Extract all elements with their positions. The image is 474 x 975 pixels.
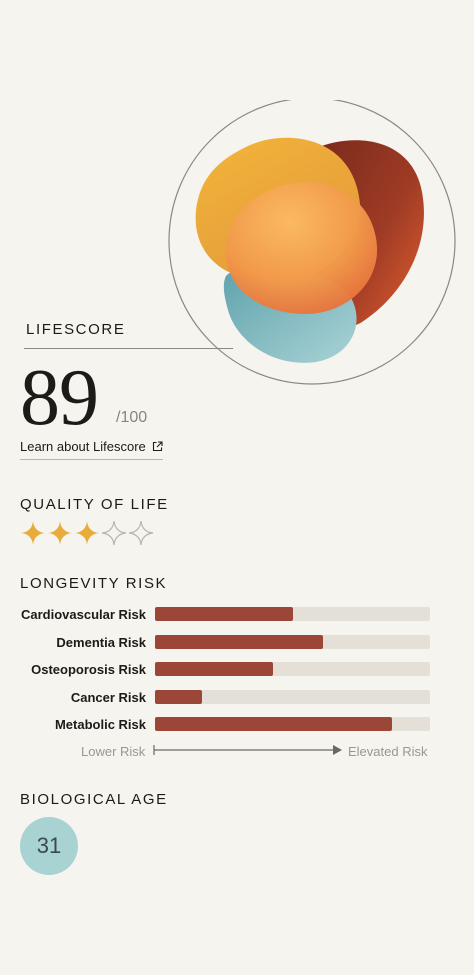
risk-bar-fill — [155, 607, 293, 621]
lifescore-orb — [168, 100, 456, 385]
risk-row: Osteoporosis Risk — [0, 662, 474, 678]
risk-label: Metabolic Risk — [54, 717, 146, 732]
risk-label: Cancer Risk — [70, 689, 146, 705]
lifescore-value: 89 — [20, 354, 99, 442]
scale-elevated-risk-label: Elevated Risk — [348, 744, 428, 759]
learn-link-label: Learn about Lifescore — [20, 439, 146, 454]
lifescore-divider — [24, 348, 233, 349]
star-filled-icon — [48, 521, 72, 545]
biological-age-value: 31 — [36, 833, 62, 858]
star-empty-icon — [128, 520, 154, 546]
risk-bar-track — [155, 607, 430, 621]
quality-of-life-rating — [20, 520, 154, 546]
risk-bar-track — [155, 717, 430, 731]
risk-row: Cardiovascular Risk — [0, 607, 474, 623]
biological-age-label: BIOLOGICAL AGE — [20, 791, 168, 808]
biological-age-badge: 31 — [20, 817, 78, 875]
star-filled-icon — [75, 521, 99, 545]
risk-bar-track — [155, 634, 430, 649]
lifescore-max: /100 — [116, 409, 148, 426]
risk-scale-arrow-icon — [153, 745, 342, 755]
risk-label: Cardiovascular Risk — [20, 607, 146, 622]
learn-about-lifescore-link[interactable]: Learn about Lifescore — [20, 439, 163, 460]
risk-bar-fill — [155, 689, 202, 704]
risk-bar-fill — [155, 717, 392, 731]
risk-row: Dementia Risk — [0, 634, 474, 651]
risk-bar-track — [155, 662, 430, 676]
star-empty-icon — [101, 520, 127, 546]
scale-lower-risk-label: Lower Risk — [81, 744, 146, 759]
external-link-icon — [152, 441, 163, 452]
lifescore-label: LIFESCORE — [26, 321, 126, 338]
risk-bar-fill — [155, 634, 323, 649]
longevity-risk-label: LONGEVITY RISK — [20, 575, 168, 592]
risk-bar-fill — [155, 662, 273, 676]
risk-row: Cancer Risk — [0, 689, 474, 706]
risk-label: Osteoporosis Risk — [31, 662, 146, 677]
star-filled-icon — [21, 521, 45, 545]
risk-row: Metabolic Risk — [0, 717, 474, 733]
risk-label: Dementia Risk — [56, 634, 146, 650]
risk-bar-track — [155, 689, 430, 704]
quality-of-life-label: QUALITY OF LIFE — [20, 496, 169, 513]
